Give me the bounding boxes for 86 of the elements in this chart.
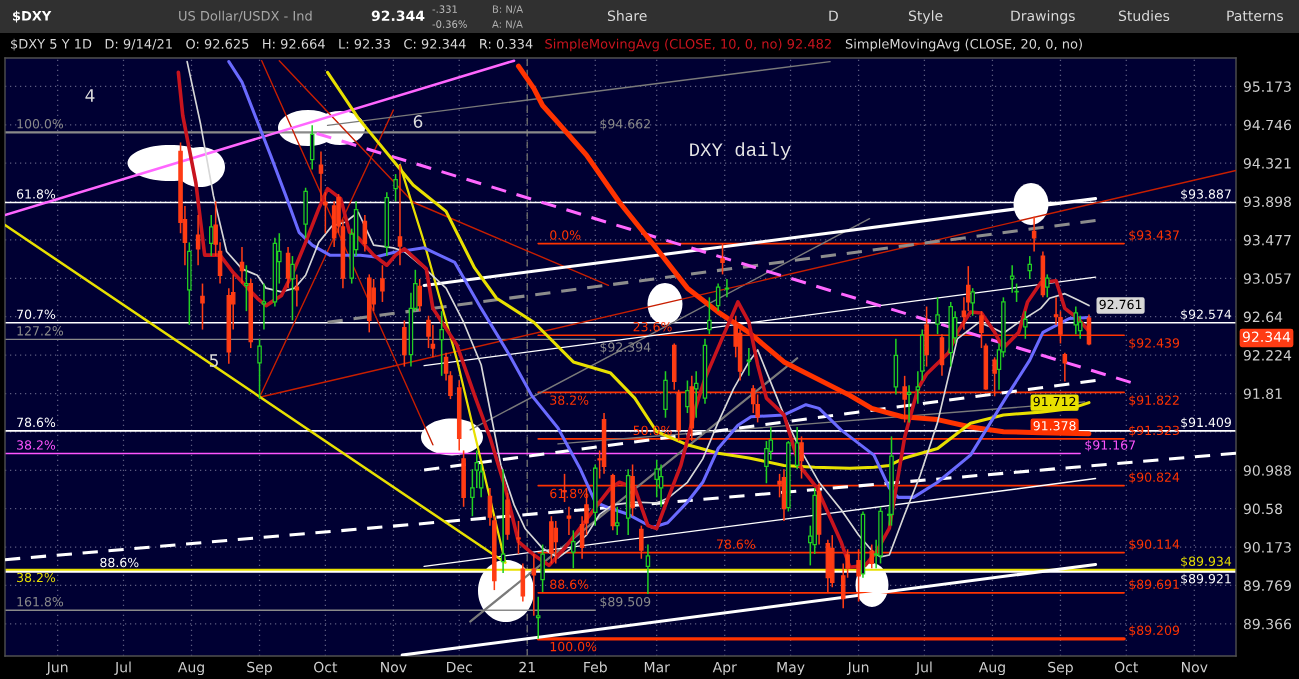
y-tick-label: 93.057 (1243, 273, 1291, 284)
series-label: 88.6% (550, 579, 589, 590)
y-tick-label: 93.477 (1243, 234, 1291, 246)
x-tick-label: Jul (114, 661, 131, 675)
y-tick-label: 94.746 (1243, 119, 1292, 131)
text: Share (607, 10, 647, 22)
x-tick-label: 21 (519, 661, 535, 673)
y-tick-label: 94.321 (1243, 158, 1291, 169)
text: -.331 (432, 5, 457, 13)
text: B: N/A (492, 5, 524, 14)
series-label: 70.7% (17, 309, 56, 319)
text: US Dollar/USDX - Ind (179, 10, 312, 22)
series-label: 78.6% (17, 417, 56, 428)
text: A: N/A (492, 20, 523, 29)
data-label: $89.509 (600, 596, 651, 609)
text: SimpleMovingAvg (CLOSE, 10, 0, no) 92.482 (545, 38, 831, 52)
text: Studies (1118, 10, 1170, 22)
y-tick-label: 93.898 (1243, 196, 1291, 208)
y-tick-label: 89.769 (1243, 580, 1291, 591)
series-label: 100.0% (550, 641, 597, 652)
data-label: $93.437 (1129, 230, 1179, 242)
text: DXY daily (690, 142, 791, 160)
series-label: 23.6% (633, 321, 672, 332)
series-label: 161.8% (17, 596, 64, 607)
data-label: $91.409 (1181, 417, 1231, 429)
data-label: $92.439 (1129, 338, 1180, 350)
text: -0.36% (432, 20, 467, 28)
series-label: 61.8% (16, 189, 56, 199)
x-tick-label: Feb (584, 661, 607, 673)
data-label: $93.887 (1181, 189, 1231, 201)
text: Patterns (1227, 10, 1283, 22)
y-tick-label: 90.58 (1243, 503, 1283, 515)
x-tick-label: Oct (1114, 661, 1139, 673)
x-tick-label: Jun (846, 661, 869, 675)
text: 92.344 (1242, 331, 1291, 343)
x-tick-label: Nov (381, 661, 407, 673)
data-label: $89.921 (1181, 573, 1231, 586)
data-label: $90.824 (1129, 472, 1180, 484)
x-tick-label: Mar (644, 661, 670, 673)
text: D (829, 10, 838, 21)
data-label: 92.761 (1099, 299, 1142, 310)
series-label: 0.0% (550, 230, 581, 240)
data-label: $94.662 (600, 118, 650, 131)
series-label: 100.0% (17, 119, 64, 129)
x-tick-label: Nov (1182, 661, 1208, 673)
x-tick-label: May (777, 661, 805, 676)
series-label: 38.2% (17, 440, 56, 450)
series-label: 127.2% (17, 326, 64, 336)
data-label: $92.574 (1181, 309, 1232, 321)
data-label: $91.167 (1085, 440, 1135, 452)
text: Drawings (1011, 10, 1075, 24)
x-tick-label: Jun (46, 661, 68, 675)
y-tick-label: 92.64 (1243, 311, 1283, 323)
y-tick-label: 90.988 (1243, 465, 1291, 476)
series-label: 88.6% (100, 557, 139, 568)
x-tick-label: Aug (978, 661, 1005, 676)
series-label: 78.6% (717, 539, 756, 549)
y-tick-label: 91.81 (1243, 388, 1282, 400)
x-tick-label: Dec (447, 661, 472, 673)
text: 92.344 (371, 10, 425, 22)
series-label: 38.2% (550, 395, 589, 405)
y-tick-label: 89.366 (1243, 618, 1292, 630)
text: Style (908, 10, 943, 24)
y-tick-label: 95.173 (1243, 81, 1291, 92)
data-label: 91.378 (1033, 421, 1076, 431)
data-label: $91.822 (1129, 395, 1179, 407)
text: $DXY (13, 10, 52, 23)
data-label: $89.691 (1129, 579, 1179, 591)
x-tick-label: Aug (177, 661, 204, 676)
x-tick-label: Sep (1048, 661, 1073, 676)
data-label: 91.712 (1033, 396, 1076, 407)
y-tick-label: 92.224 (1243, 350, 1292, 361)
y-tick-label: 90.173 (1243, 542, 1291, 553)
x-tick-label: Apr (712, 661, 737, 676)
annotation: 6 (413, 115, 423, 128)
annotation: 5 (209, 354, 218, 367)
x-tick-label: Jul (915, 661, 932, 675)
x-tick-label: Sep (247, 661, 272, 676)
chart-subtitle: $DXY 5 Y 1D D: 9/14/21 O: 92.625 H: 92.664 L: 92.33 C: 92.344 R: 0.334 (11, 38, 533, 51)
data-label: $90.114 (1129, 539, 1180, 551)
x-tick-label: Oct (314, 661, 338, 673)
data-label: $89.209 (1129, 625, 1180, 637)
annotation: 4 (85, 89, 95, 102)
data-label: $89.934 (1181, 556, 1232, 568)
text: SimpleMovingAvg (CLOSE, 20, 0, no) (845, 38, 1082, 52)
series-label: 38.2% (17, 572, 56, 583)
